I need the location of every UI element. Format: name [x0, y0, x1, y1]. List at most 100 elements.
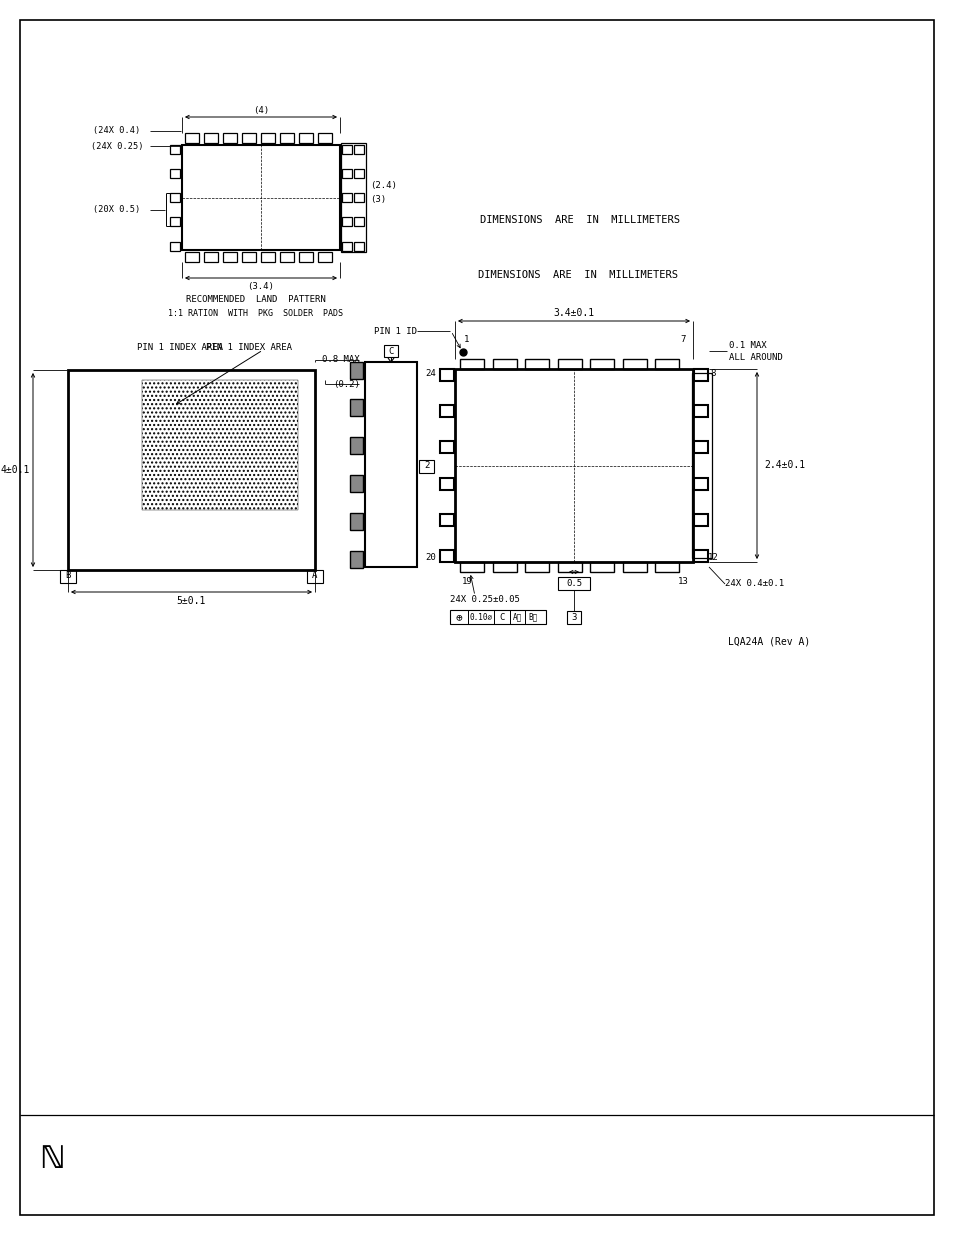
Bar — [350, 513, 363, 530]
Text: (24X 0.25): (24X 0.25) — [91, 142, 143, 151]
Text: A: A — [312, 572, 317, 580]
Text: 3: 3 — [571, 613, 576, 621]
Text: 20: 20 — [425, 552, 436, 562]
Bar — [622, 562, 646, 572]
Bar — [439, 514, 454, 526]
Text: LQA24A (Rev A): LQA24A (Rev A) — [727, 637, 809, 647]
Bar — [170, 169, 180, 178]
Text: 1: 1 — [464, 335, 469, 343]
Bar — [365, 362, 416, 567]
Bar — [590, 562, 614, 572]
Text: 5±0.1: 5±0.1 — [176, 597, 206, 606]
Text: 24X 0.4±0.1: 24X 0.4±0.1 — [724, 579, 783, 589]
Bar — [439, 405, 454, 417]
Bar — [340, 143, 366, 252]
Text: 13: 13 — [677, 578, 688, 587]
Bar — [558, 577, 589, 590]
Bar — [261, 252, 274, 262]
Text: B: B — [65, 572, 71, 580]
Bar — [354, 242, 364, 251]
Bar — [354, 217, 364, 226]
Bar — [655, 562, 679, 572]
Text: 1:1 RATION  WITH  PKG  SOLDER  PADS: 1:1 RATION WITH PKG SOLDER PADS — [169, 309, 343, 317]
Text: BⒶ: BⒶ — [528, 613, 537, 621]
Bar — [185, 252, 199, 262]
Bar — [60, 571, 76, 583]
Bar — [280, 133, 294, 143]
Bar — [242, 252, 255, 262]
Bar — [693, 478, 707, 489]
Text: 3.4±0.1: 3.4±0.1 — [553, 308, 594, 317]
Bar — [350, 437, 363, 454]
Bar — [261, 133, 274, 143]
Bar — [691, 373, 711, 558]
Bar — [492, 359, 516, 369]
Bar — [350, 551, 363, 568]
Bar — [341, 193, 352, 203]
Bar — [693, 405, 707, 417]
Bar — [384, 345, 397, 357]
Text: PIN 1 INDEX AREA: PIN 1 INDEX AREA — [137, 343, 223, 352]
Bar — [350, 475, 363, 492]
Text: DIMENSIONS  ARE  IN  MILLIMETERS: DIMENSIONS ARE IN MILLIMETERS — [477, 270, 678, 280]
Bar — [170, 242, 180, 251]
Bar — [142, 380, 297, 510]
Text: 12: 12 — [707, 552, 718, 562]
Bar — [524, 359, 549, 369]
Bar — [566, 611, 580, 624]
Bar — [558, 359, 581, 369]
Bar — [317, 252, 332, 262]
Bar — [341, 217, 352, 226]
Bar — [354, 169, 364, 178]
Bar — [182, 144, 339, 249]
Bar — [655, 359, 679, 369]
Bar — [204, 133, 218, 143]
Bar — [524, 562, 549, 572]
Bar — [68, 370, 314, 571]
Bar — [350, 362, 363, 378]
Bar — [693, 441, 707, 453]
Text: (3): (3) — [370, 195, 386, 204]
Bar — [170, 144, 180, 153]
Text: ⊕: ⊕ — [456, 613, 462, 622]
Bar — [317, 133, 332, 143]
Text: (3.4): (3.4) — [247, 282, 274, 290]
Text: C: C — [388, 347, 394, 356]
Bar — [459, 562, 483, 572]
Text: 2: 2 — [424, 461, 429, 471]
Bar — [693, 369, 707, 382]
Bar — [223, 252, 236, 262]
Text: 2.4±0.1: 2.4±0.1 — [763, 461, 804, 471]
Text: (20X 0.5): (20X 0.5) — [93, 205, 140, 214]
Bar — [185, 133, 199, 143]
Text: RECOMMENDED  LAND  PATTERN: RECOMMENDED LAND PATTERN — [186, 295, 326, 305]
Text: (2.4): (2.4) — [370, 182, 396, 190]
Text: 7: 7 — [679, 335, 685, 343]
Text: 24: 24 — [425, 369, 436, 378]
Bar — [350, 399, 363, 416]
Bar — [693, 514, 707, 526]
Bar — [450, 610, 545, 624]
Bar — [354, 144, 364, 153]
Bar — [298, 252, 313, 262]
Bar — [170, 217, 180, 226]
Bar — [223, 133, 236, 143]
Bar — [459, 359, 483, 369]
Text: 24X 0.25±0.05: 24X 0.25±0.05 — [450, 595, 519, 604]
Bar — [418, 459, 434, 473]
Text: 4±0.1: 4±0.1 — [0, 466, 30, 475]
Text: (4): (4) — [253, 105, 269, 115]
Bar — [492, 562, 516, 572]
Bar — [170, 193, 180, 203]
Text: 0.5: 0.5 — [565, 578, 581, 588]
Text: ℕ: ℕ — [39, 1146, 65, 1174]
Bar — [298, 133, 313, 143]
Bar — [590, 359, 614, 369]
Text: C: C — [498, 613, 504, 621]
Bar — [341, 169, 352, 178]
Text: 0.10⌀: 0.10⌀ — [469, 613, 492, 621]
Bar — [354, 193, 364, 203]
Bar — [622, 359, 646, 369]
Text: 0.8 MAX: 0.8 MAX — [322, 356, 359, 364]
Text: PIN 1 INDEX AREA: PIN 1 INDEX AREA — [206, 343, 292, 352]
